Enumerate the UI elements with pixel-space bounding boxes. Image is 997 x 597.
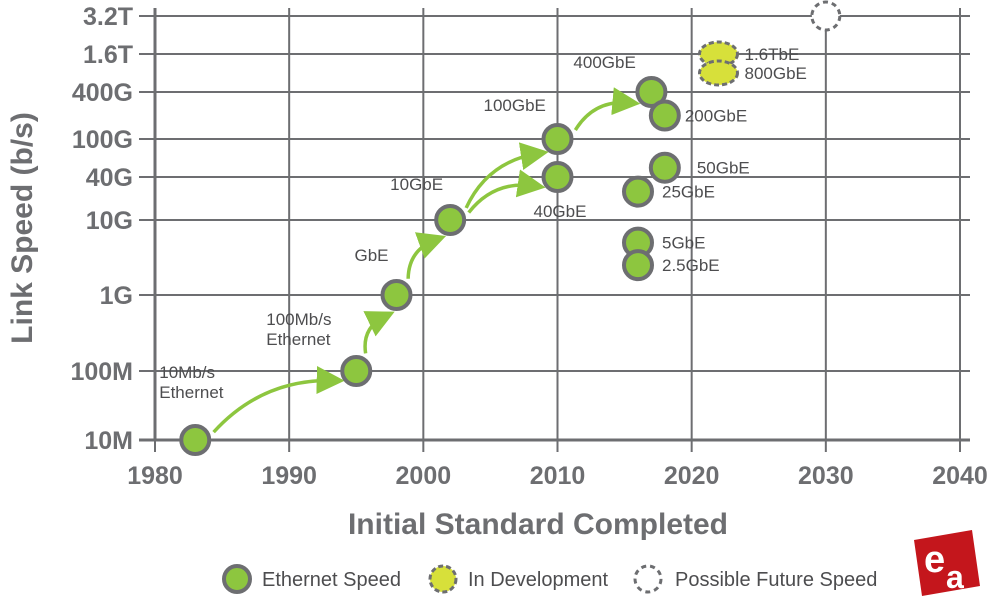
grid: [139, 8, 970, 452]
trend-arrow: [573, 87, 641, 131]
ethernet-speed-point: [541, 123, 574, 155]
point-label: 800GbE: [745, 64, 807, 83]
y-axis-title: Link Speed (b/s): [6, 112, 39, 344]
point-label: 400GbE: [573, 53, 635, 72]
y-tick-label: 100M: [70, 358, 133, 386]
point-label: GbE: [355, 246, 389, 265]
x-tick-label: 2040: [932, 462, 988, 490]
ethernet-speed-point: [434, 204, 467, 236]
trend-arrow: [464, 142, 549, 209]
x-tick-label: 2010: [530, 462, 586, 490]
y-tick-label: 3.2T: [83, 3, 133, 31]
x-tick-label: 2030: [798, 462, 854, 490]
y-tick-label: 400G: [72, 79, 133, 107]
y-tick-label: 10G: [86, 207, 133, 235]
ethernet-speed-point: [380, 279, 413, 311]
ethernet-speed-point: [179, 424, 212, 456]
svg-text:a: a: [946, 559, 964, 595]
trend-arrow: [363, 311, 395, 354]
trend-arrows: [212, 87, 641, 434]
axes: 10M 100M 1G 10G 40G 100G 400G 1.6T 3.2T 1980 1990 2…: [70, 3, 987, 490]
ethernet-speed-point: [635, 76, 668, 108]
y-tick-label: 1.6T: [83, 41, 133, 69]
y-tick-label: 1G: [100, 282, 133, 310]
y-tick-label: 40G: [86, 164, 133, 192]
trend-arrow: [212, 366, 345, 434]
svg-text:e: e: [924, 539, 945, 581]
point-label: 2.5GbE: [662, 256, 720, 275]
point-label: 40GbE: [534, 202, 587, 221]
x-tick-label: 1980: [127, 462, 183, 490]
legend-label: Possible Future Speed: [675, 569, 877, 591]
legend-ethernet-speed-swatch: [222, 564, 252, 594]
y-tick-label: 100G: [72, 126, 133, 154]
x-axis-title: Initial Standard Completed: [348, 508, 728, 541]
trend-arrow: [467, 169, 546, 214]
future-speed-point: [810, 0, 842, 32]
ethernet-speed-point: [648, 151, 681, 184]
point-label: 100GbE: [484, 96, 546, 115]
legend-future-speed-swatch: [633, 564, 663, 594]
point-label: 5GbE: [662, 234, 705, 253]
legend-in-development-swatch: [428, 564, 458, 594]
x-tick-label: 2000: [396, 462, 452, 490]
x-tick-label: 2020: [664, 462, 720, 490]
y-tick-label: 10M: [84, 427, 133, 455]
legend: Ethernet Speed In Development Possible Fut…: [222, 564, 877, 594]
point-label: 50GbE: [697, 159, 750, 178]
point-label: 10GbE: [390, 175, 443, 194]
ethernet-speed-point: [622, 175, 654, 208]
data-points: [179, 0, 842, 456]
trend-arrow: [406, 232, 447, 279]
point-labels: 10Mb/s Ethernet 100Mb/s Ethernet GbE 10GbE 40G…: [159, 45, 807, 402]
legend-label: Ethernet Speed: [262, 569, 401, 591]
legend-label: In Development: [468, 569, 609, 591]
point-label: 1.6TbE: [745, 45, 800, 64]
ea-logo: e a: [914, 530, 980, 596]
x-tick-label: 1990: [261, 462, 317, 490]
ethernet-speed-point: [648, 99, 681, 132]
point-label: 200GbE: [685, 107, 747, 126]
ethernet-speed-point: [541, 161, 574, 193]
in-development-point: [698, 59, 739, 87]
ethernet-speed-point: [622, 249, 654, 282]
point-label: 100Mb/s Ethernet: [266, 310, 331, 349]
point-label: 10Mb/s Ethernet: [159, 363, 224, 402]
ethernet-speed-point: [340, 355, 373, 387]
point-label: 25GbE: [662, 183, 715, 202]
